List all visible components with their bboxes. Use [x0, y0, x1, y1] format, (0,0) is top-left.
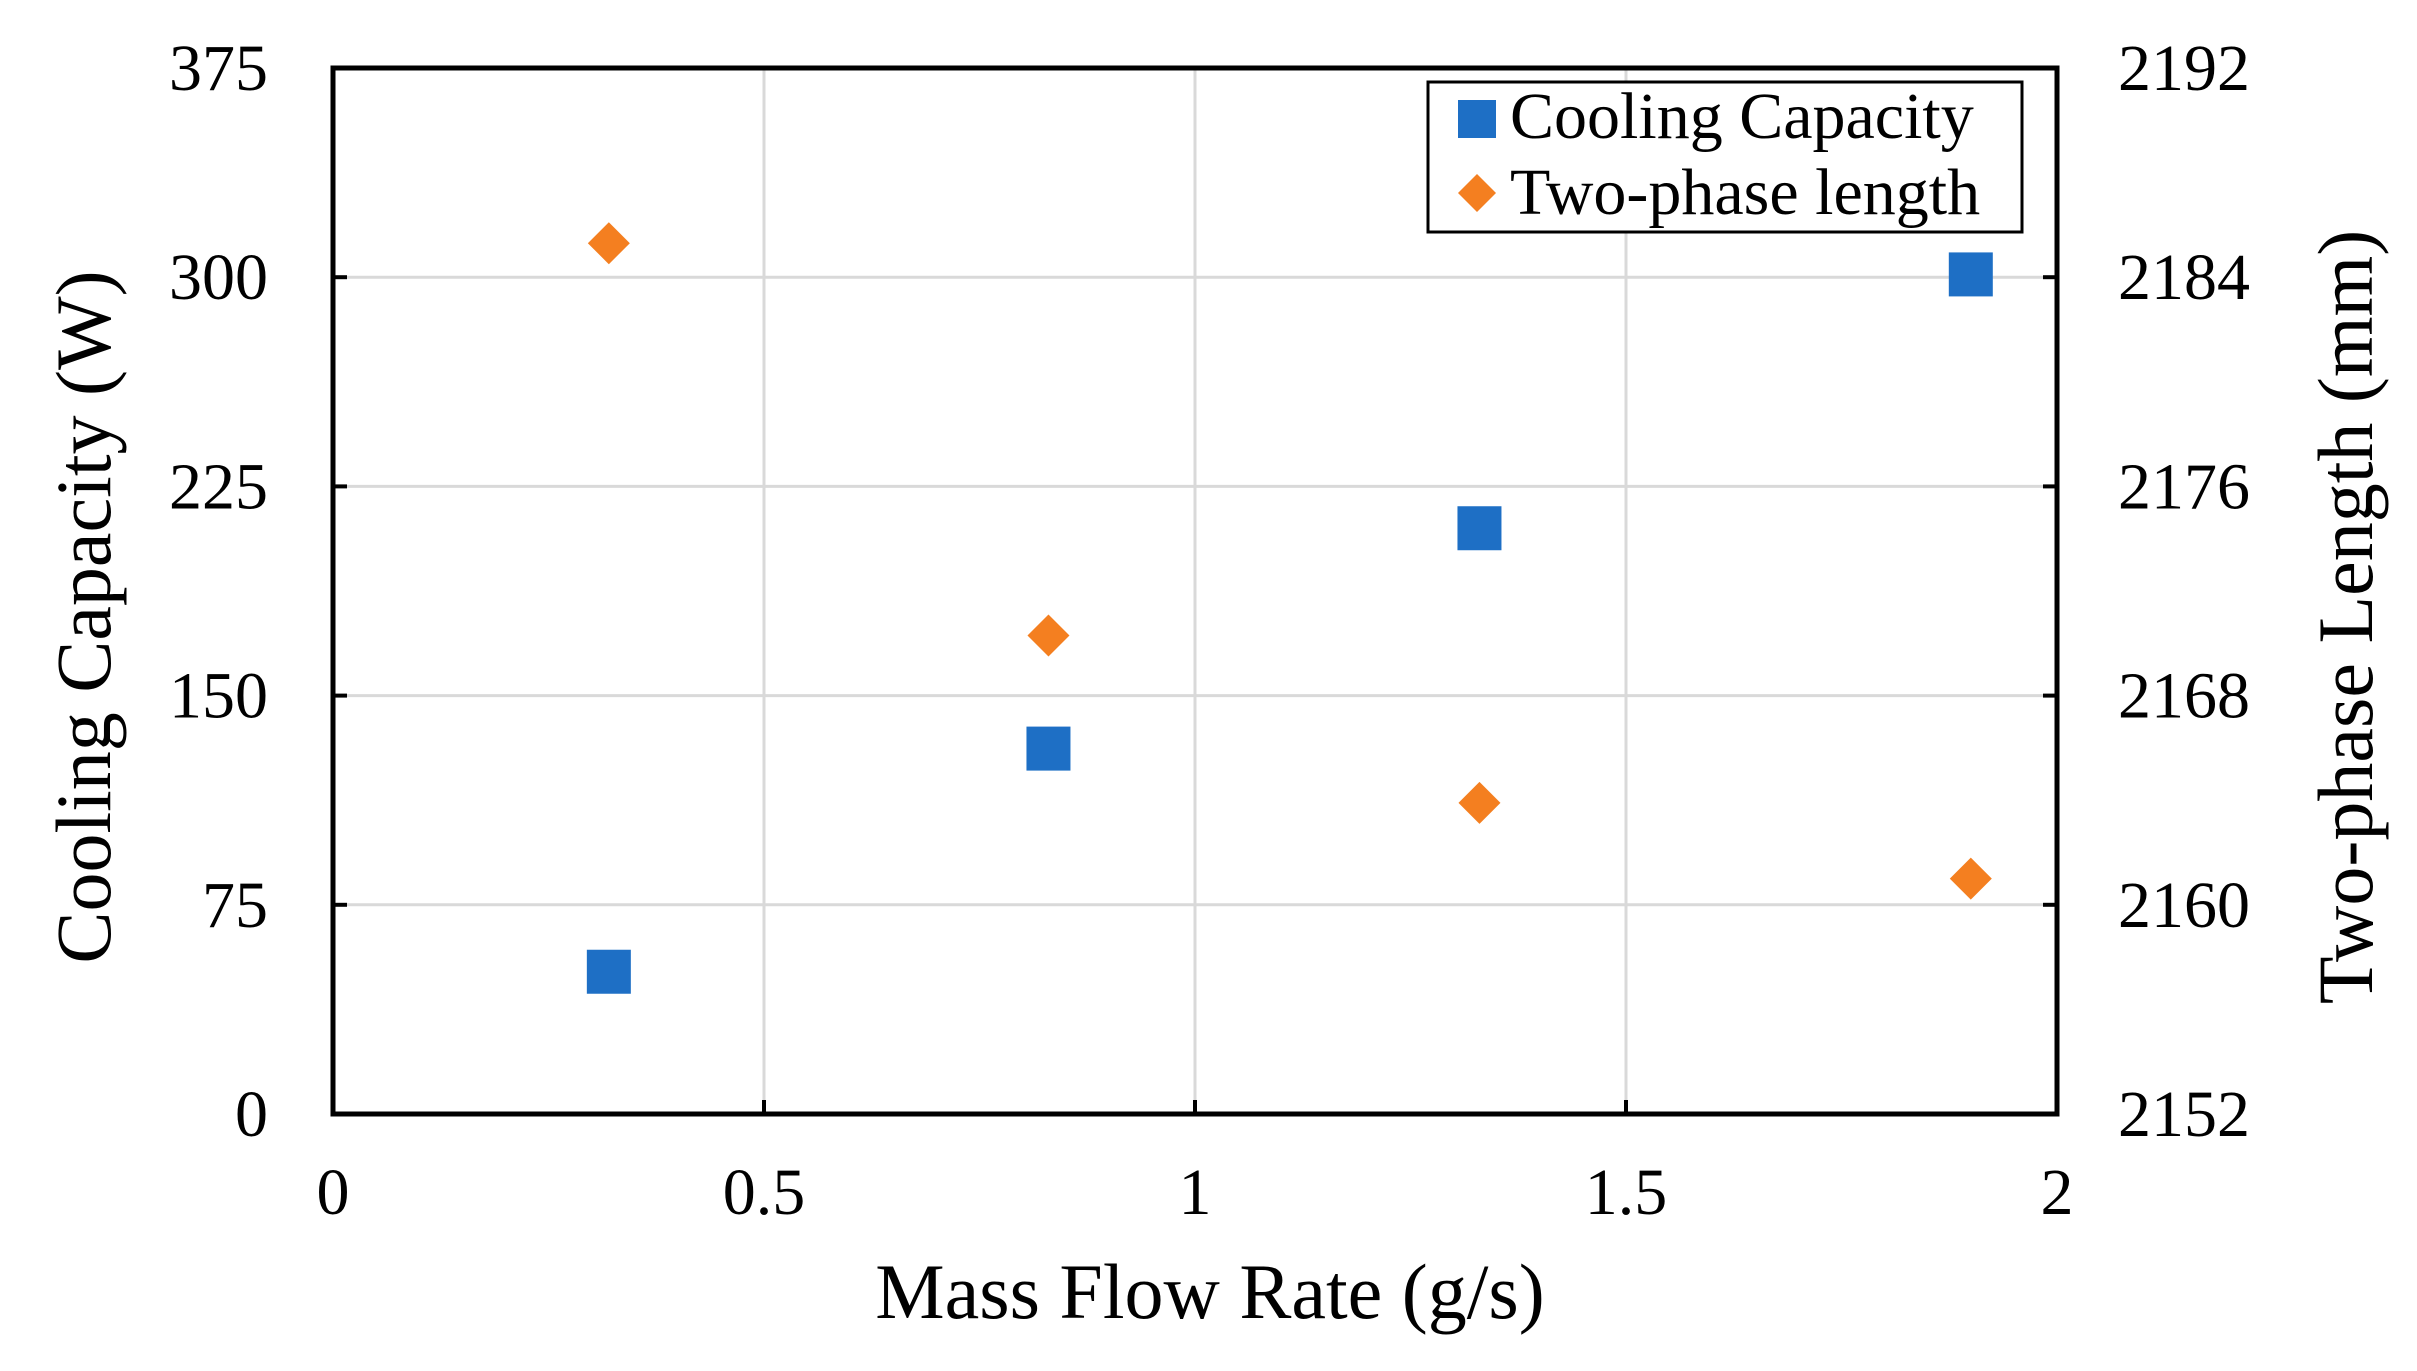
axes — [330, 65, 2060, 1117]
x-tick-label: 0 — [317, 1156, 350, 1229]
y-right-axis-title: Two-phase Length (mm) — [2302, 230, 2389, 1004]
data-marks — [586, 222, 1993, 994]
y-right-tick-label: 2160 — [2118, 869, 2250, 942]
cooling-capacity-point — [1026, 726, 1071, 771]
two-phase-length-point — [1949, 857, 1992, 900]
x-tick-label: 0.5 — [723, 1156, 806, 1229]
y-left-tick-label: 300 — [169, 241, 268, 314]
gridlines — [333, 68, 2057, 1114]
two-phase-length-point — [587, 222, 630, 265]
cooling-capacity-point — [586, 949, 631, 994]
cooling-capacity-point — [1948, 252, 1993, 297]
x-tick-label: 2 — [2041, 1156, 2074, 1229]
x-tick-label: 1 — [1179, 1156, 1212, 1229]
legend: Cooling Capacity Two-phase length — [1426, 80, 2024, 234]
legend-label-cooling-capacity: Cooling Capacity — [1510, 80, 1974, 153]
y-left-tick-label: 225 — [169, 450, 268, 523]
legend-box — [1426, 80, 2024, 234]
y-right-tick-label: 2176 — [2118, 450, 2250, 523]
y-left-axis-title: Cooling Capacity (W) — [40, 270, 127, 963]
x-axis-title: Mass Flow Rate (g/s) — [875, 1248, 1544, 1335]
y-left-tick-label: 75 — [202, 869, 268, 942]
x-tick-label: 1.5 — [1585, 1156, 1668, 1229]
legend-label-two-phase-length: Two-phase length — [1510, 156, 1980, 229]
two-phase-length-point — [1027, 614, 1070, 657]
y-right-tick-label: 2184 — [2118, 241, 2250, 314]
y-right-tick-label: 2192 — [2118, 32, 2250, 105]
cooling-capacity-point — [1457, 506, 1502, 551]
legend-marker-two-phase-length — [1458, 174, 1496, 212]
y-right-tick-label: 2168 — [2118, 660, 2250, 733]
two-phase-length-point — [1458, 781, 1501, 824]
y-right-tick-label: 2152 — [2118, 1078, 2250, 1151]
y-left-tick-label: 0 — [235, 1078, 268, 1151]
legend-marker-cooling-capacity — [1458, 100, 1496, 138]
y-left-tick-label: 375 — [169, 32, 268, 105]
tick-labels: 0 0.5 1 1.5 2 0 75 150 225 300 375 2152 2160 2168 2176… — [169, 32, 2250, 1229]
y-left-tick-label: 150 — [169, 660, 268, 733]
